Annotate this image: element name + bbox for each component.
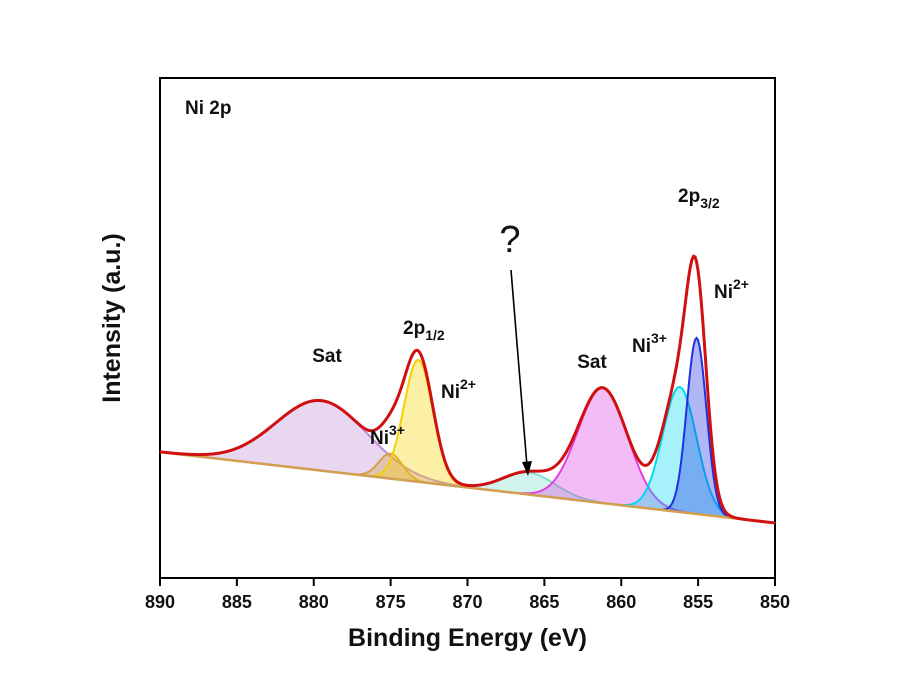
- annotation: Ni 2p: [185, 98, 231, 119]
- annotation: Sat: [577, 352, 607, 373]
- annotation-text: Sat: [577, 352, 607, 373]
- x-tick-label: 875: [376, 592, 406, 612]
- x-tick-label: 885: [222, 592, 252, 612]
- arrow-head: [522, 461, 532, 476]
- x-tick-label: 850: [760, 592, 790, 612]
- annotation: Ni2+: [441, 376, 476, 403]
- annotation-text: 2p: [403, 318, 425, 339]
- x-tick-label: 880: [299, 592, 329, 612]
- annotation-sub: 1/2: [425, 327, 445, 343]
- annotation-sup: 2+: [733, 276, 749, 292]
- annotation: Ni2+: [714, 276, 749, 303]
- x-tick-label: 855: [683, 592, 713, 612]
- annotation: ?: [499, 219, 520, 261]
- annotation-sub: 3/2: [700, 195, 720, 211]
- annotation-sup: 3+: [389, 422, 405, 438]
- x-tick-label: 870: [452, 592, 482, 612]
- annotation-text: Ni: [632, 336, 651, 357]
- annotation-sup: 2+: [460, 376, 476, 392]
- x-tick-label: 865: [529, 592, 559, 612]
- x-tick-label: 860: [606, 592, 636, 612]
- peak-fill: [160, 337, 775, 523]
- annotation-text: ?: [499, 219, 520, 261]
- annotation-text: Ni 2p: [185, 98, 231, 119]
- annotation-text: Ni: [370, 428, 389, 449]
- annotation: Ni3+: [370, 422, 405, 449]
- peak-fill: [160, 386, 775, 523]
- x-axis-label: Binding Energy (eV): [348, 624, 587, 652]
- annotation: 2p3/2: [678, 186, 720, 211]
- x-tick-label: 890: [145, 592, 175, 612]
- annotation: 2p1/2: [403, 318, 445, 343]
- annotation-text: 2p: [678, 186, 700, 207]
- y-axis-label: Intensity (a.u.): [98, 233, 126, 402]
- annotation-text: Sat: [312, 346, 342, 367]
- baseline: [159, 450, 776, 525]
- arrow: [510, 269, 528, 467]
- peak-fill: [160, 400, 775, 523]
- annotation-text: Ni: [441, 382, 460, 403]
- annotation-sup: 3+: [651, 330, 667, 346]
- annotation: Sat: [312, 346, 342, 367]
- annotation-text: Ni: [714, 282, 733, 303]
- annotation: Ni3+: [632, 330, 667, 357]
- envelope: [159, 254, 776, 525]
